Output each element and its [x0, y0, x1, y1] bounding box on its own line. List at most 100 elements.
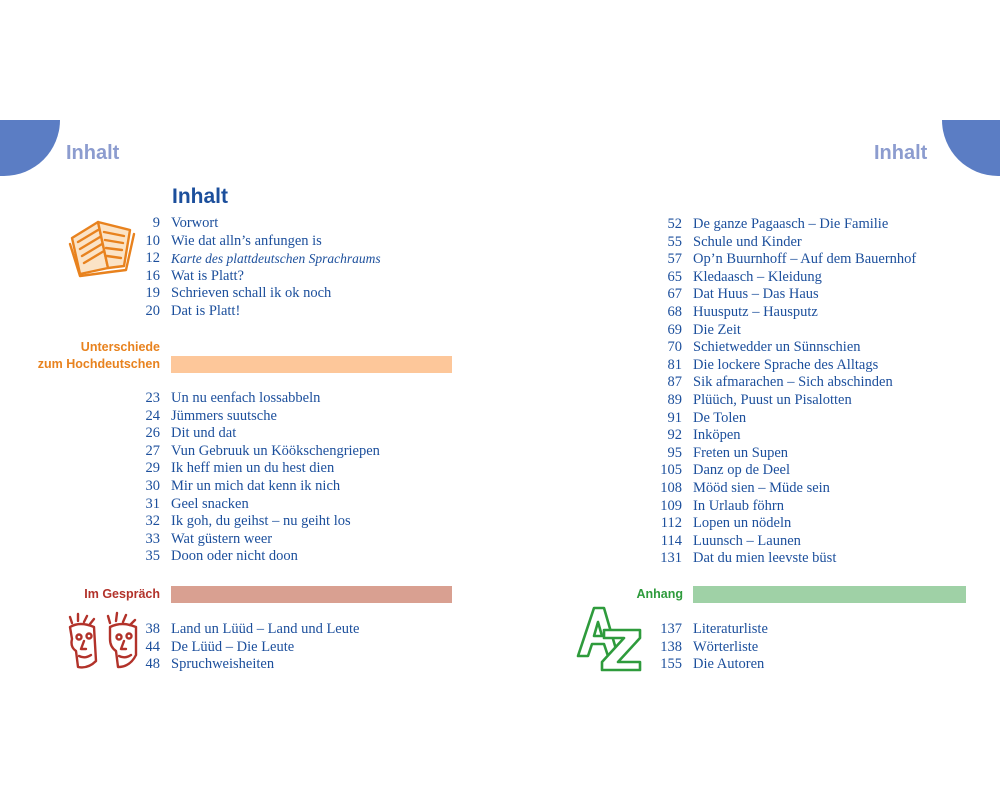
toc-entry: 112 Lopen un nödeln [661, 515, 916, 533]
toc-entry: 87 Sik afmarachen – Sich abschinden [668, 374, 916, 392]
toc-right-list: 52 De ganze Pagaasch – Die Familie 55 Schul… [660, 216, 917, 568]
toc-page-number: 108 [660, 479, 682, 496]
toc-gespraech-list: 38 Land un Lüüd – Land und Leute 44 De Lüüd… [146, 621, 360, 674]
toc-entry: 95 Freten un Supen [668, 444, 916, 463]
toc-entry-title: Sik afmarachen – Sich abschinden [693, 374, 893, 391]
toc-entry-title: De Lüüd – Die Leute [171, 638, 295, 655]
page-title: Inhalt [172, 185, 228, 208]
toc-entry: 138 Wörterliste [660, 638, 768, 657]
toc-entry: 29 Ik heff mien un du hest dien [146, 460, 380, 478]
toc-page-number: 48 [145, 656, 161, 673]
toc-entry-title: Wie dat alln’s anfungen is [171, 232, 322, 249]
toc-entry: 131 Dat du mien leevste büst [660, 550, 916, 568]
toc-entry-title: Schrieven schall ik ok noch [171, 285, 332, 302]
toc-entry-title: Vun Gebruuk un Köökschengriepen [171, 442, 380, 459]
toc-entry-title: Jümmers suutsche [171, 407, 277, 424]
toc-page-number: 95 [667, 444, 683, 461]
corner-tab-right [942, 120, 1000, 176]
toc-unterschiede-list: 23 Un nu eenfach lossabbeln 24 Jümmers suut… [146, 390, 380, 566]
toc-page-number: 138 [660, 638, 682, 655]
toc-page-number: 69 [667, 321, 683, 338]
toc-page-number: 29 [145, 460, 161, 477]
toc-page-number: 20 [145, 302, 161, 319]
toc-page-number: 68 [667, 303, 683, 320]
toc-entry-title: Literaturliste [693, 621, 768, 637]
toc-entry: 9 Vorwort [153, 215, 381, 233]
toc-entry-title: In Urlaub föhrn [693, 497, 785, 514]
section-label-anhang: Anhang [636, 587, 683, 601]
toc-page-number: 89 [667, 391, 683, 408]
toc-page-number: 35 [145, 548, 161, 565]
toc-entry: 105 Danz op de Deel [660, 462, 916, 480]
toc-page-number: 92 [667, 427, 683, 444]
toc-page-number: 26 [145, 425, 161, 442]
two-faces-icon [66, 611, 142, 671]
toc-entry: 55 Schule und Kinder [668, 234, 916, 252]
toc-entry-title: Karte des plattdeutschen Sprachraums [171, 251, 381, 267]
toc-entry-title: De ganze Pagaasch – Die Familie [693, 216, 889, 232]
toc-page-number: 114 [660, 532, 682, 549]
toc-page-number: 16 [145, 267, 161, 284]
toc-entry-title: Spruchweisheiten [171, 656, 275, 673]
toc-entry: 24 Jümmers suutsche [146, 407, 380, 426]
toc-entry: 91 De Tolen [668, 410, 916, 428]
a-z-icon [574, 604, 644, 674]
toc-entry-title: Wat is Platt? [171, 267, 244, 284]
toc-entry-title: Geel snacken [171, 495, 249, 512]
toc-entry: 67 Dat Huus – Das Haus [668, 286, 916, 304]
toc-entry-title: Huusputz – Hausputz [693, 303, 818, 320]
toc-entry-title: Dat du mien leevste büst [693, 550, 837, 567]
toc-page-number: 27 [145, 442, 161, 459]
toc-entry-title: Dit und dat [171, 425, 237, 442]
toc-entry: 23 Un nu eenfach lossabbeln [146, 390, 380, 408]
toc-page-number: 155 [660, 656, 682, 673]
toc-page-number: 24 [145, 407, 161, 424]
toc-entry: 33 Wat güstern weer [146, 531, 380, 549]
toc-page-number: 67 [667, 286, 683, 303]
toc-intro-list: 9 Vorwort 10 Wie dat alln’s anfungen is 12 Ka… [146, 215, 381, 321]
toc-entry: 27 Vun Gebruuk un Köökschengriepen [146, 442, 380, 461]
toc-entry-title: Die Autoren [693, 656, 765, 673]
toc-page-number: 112 [660, 515, 682, 532]
toc-page-number: 44 [145, 638, 161, 655]
toc-page-number: 55 [667, 233, 683, 250]
section-label-line: zum Hochdeutschen [37, 357, 160, 371]
toc-entry: 48 Spruchweisheiten [146, 656, 359, 674]
toc-entry: 35 Doon oder nicht doon [146, 548, 380, 566]
toc-entry-title: Danz op de Deel [693, 462, 791, 479]
toc-entry-title: Mir un mich dat kenn ik nich [171, 477, 341, 494]
toc-entry: 89 Plüüch, Puust un Pisalotten [668, 392, 916, 410]
toc-entry-title: Lopen un nödeln [693, 515, 792, 532]
toc-entry: 70 Schietwedder un Sünnschien [668, 339, 916, 357]
toc-entry-title: Wörterliste [693, 638, 759, 655]
toc-anhang-list: 137 Literaturliste 138 Wörterliste 155 Die Au… [660, 621, 768, 674]
toc-page-number: 19 [145, 285, 161, 302]
toc-entry: 65 Kledaasch – Kleidung [668, 269, 916, 287]
corner-tab-left [0, 120, 60, 176]
section-bar-unterschiede [171, 356, 452, 373]
toc-entry: 69 Die Zeit [668, 322, 916, 340]
toc-entry: 30 Mir un mich dat kenn ik nich [146, 477, 380, 496]
toc-page-number: 32 [145, 513, 161, 530]
toc-page-number: 131 [660, 550, 682, 567]
toc-entry: 68 Huusputz – Hausputz [668, 303, 916, 322]
toc-page-number: 57 [667, 251, 683, 268]
toc-entry-title: Ik goh, du geihst – nu geiht los [171, 513, 351, 530]
toc-entry-title: Dat Huus – Das Haus [693, 286, 819, 303]
open-book-icon [68, 216, 136, 278]
toc-page-number: 105 [660, 462, 682, 479]
section-bar-anhang [693, 586, 966, 603]
toc-page-number: 109 [660, 497, 682, 514]
toc-page-number: 12 [145, 250, 161, 267]
toc-page-number: 87 [667, 374, 683, 391]
toc-entry: 16 Wat is Platt? [146, 267, 381, 286]
toc-entry: 44 De Lüüd – Die Leute [146, 638, 359, 657]
toc-entry: 81 Die lockere Sprache des Alltags [668, 357, 916, 375]
toc-entry: 57 Op’n Buurnhoff – Auf dem Bauernhof [668, 251, 917, 269]
toc-entry-title: Inköpen [693, 427, 741, 444]
toc-entry-title: Freten un Supen [693, 444, 789, 461]
toc-entry-title: Vorwort [171, 215, 219, 231]
toc-entry: 155 Die Autoren [660, 656, 768, 674]
running-head-right: Inhalt [874, 142, 928, 164]
toc-page-number: 137 [660, 621, 682, 637]
